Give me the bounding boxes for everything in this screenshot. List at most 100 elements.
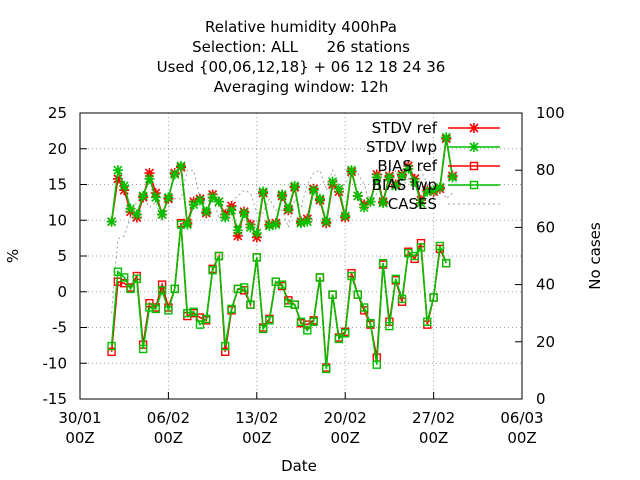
y2-tick-label: 20 xyxy=(536,333,555,351)
data-point xyxy=(447,172,458,183)
data-point xyxy=(409,176,420,187)
x-tick-label-date: 20/02 xyxy=(324,409,367,427)
y-tick-label: -5 xyxy=(52,319,67,337)
data-point xyxy=(169,169,180,180)
data-point xyxy=(258,324,268,334)
data-point xyxy=(239,208,250,219)
series-stdv-lwp xyxy=(106,132,458,239)
data-point xyxy=(385,321,394,331)
title-line-4: Averaging window: 12h xyxy=(214,78,389,96)
data-point xyxy=(157,286,167,295)
data-point xyxy=(207,192,218,203)
data-point xyxy=(347,271,356,281)
data-point xyxy=(290,300,299,309)
data-point xyxy=(384,172,395,183)
data-point xyxy=(328,290,337,299)
data-point xyxy=(176,160,187,171)
y-axis-label: % xyxy=(4,249,22,263)
data-point xyxy=(201,206,212,217)
data-point xyxy=(202,314,211,324)
data-point xyxy=(221,347,230,357)
data-point xyxy=(220,212,231,223)
axes: -15 -10 -5 0 5 10 15 20 25 0 20 40 60 80 100 30/01 00Z 06… xyxy=(43,104,565,447)
x-tick-label-date: 30/01 xyxy=(58,409,101,427)
data-point xyxy=(359,202,370,213)
data-point xyxy=(434,182,445,193)
data-point xyxy=(252,253,262,262)
data-point xyxy=(264,220,275,231)
legend-marker xyxy=(469,142,479,152)
data-point xyxy=(164,306,173,315)
data-point xyxy=(428,185,439,196)
data-point xyxy=(378,198,389,209)
data-point xyxy=(365,196,376,207)
data-point xyxy=(333,183,344,194)
data-point xyxy=(245,222,256,233)
legend-label: CASES xyxy=(388,195,437,213)
data-point xyxy=(188,199,199,210)
y2-tick-label: 40 xyxy=(536,276,555,294)
data-point xyxy=(112,173,123,184)
y-tick-label: 25 xyxy=(48,104,67,122)
data-point xyxy=(309,317,318,326)
data-point xyxy=(422,186,433,197)
data-point xyxy=(106,216,117,227)
legend-item: CASES xyxy=(388,195,500,213)
data-point xyxy=(277,280,287,289)
legend-marker xyxy=(469,123,479,133)
data-point xyxy=(296,317,306,326)
data-point xyxy=(150,192,161,203)
data-point xyxy=(346,165,357,176)
y2-tick-label: 100 xyxy=(536,104,565,122)
data-point xyxy=(315,273,325,282)
x-axis-label: Date xyxy=(281,457,317,475)
legend-item: STDV lwp xyxy=(366,138,500,156)
series-cases xyxy=(111,168,453,314)
data-point xyxy=(112,165,123,176)
y2-tick-label: 80 xyxy=(536,161,555,179)
data-point xyxy=(341,329,350,338)
x-tick-label-hour: 00Z xyxy=(242,429,271,447)
data-point xyxy=(322,364,331,374)
series-line xyxy=(110,223,447,368)
y-tick-label: 0 xyxy=(57,283,67,301)
data-point xyxy=(366,319,375,328)
legend-label: BIAS ref xyxy=(377,157,437,175)
data-point xyxy=(258,186,269,197)
data-point xyxy=(352,190,363,201)
data-point xyxy=(119,180,130,191)
data-point xyxy=(232,225,243,236)
data-point xyxy=(327,176,338,187)
data-point xyxy=(308,185,319,196)
chart-title: Relative humidity 400hPa Selection: ALL … xyxy=(157,18,446,96)
data-point xyxy=(208,266,217,275)
data-point xyxy=(131,209,142,220)
data-point xyxy=(403,163,414,174)
data-point xyxy=(277,189,288,200)
y-tick-label: 15 xyxy=(48,176,67,194)
data-point xyxy=(283,203,294,214)
data-point xyxy=(289,180,300,191)
data-point xyxy=(107,341,116,351)
data-point xyxy=(429,293,438,302)
y2-tick-label: 0 xyxy=(536,390,546,408)
data-point xyxy=(416,243,426,252)
series-bias-lwp xyxy=(107,220,451,374)
data-point xyxy=(302,216,313,227)
series-layer xyxy=(106,132,458,374)
data-point xyxy=(314,193,325,204)
data-point xyxy=(397,294,407,304)
series-line xyxy=(110,224,447,370)
data-point xyxy=(170,284,179,294)
data-point xyxy=(442,258,451,268)
y-tick-label: -15 xyxy=(43,390,68,408)
x-tick-label-date: 06/02 xyxy=(147,409,190,427)
series-line xyxy=(111,168,453,314)
legend-item: BIAS ref xyxy=(377,157,500,175)
data-point xyxy=(132,274,142,284)
data-point xyxy=(157,209,168,220)
data-point xyxy=(119,273,129,282)
data-point xyxy=(353,290,363,299)
data-point xyxy=(144,173,155,184)
legend-item: STDV ref xyxy=(372,119,500,137)
